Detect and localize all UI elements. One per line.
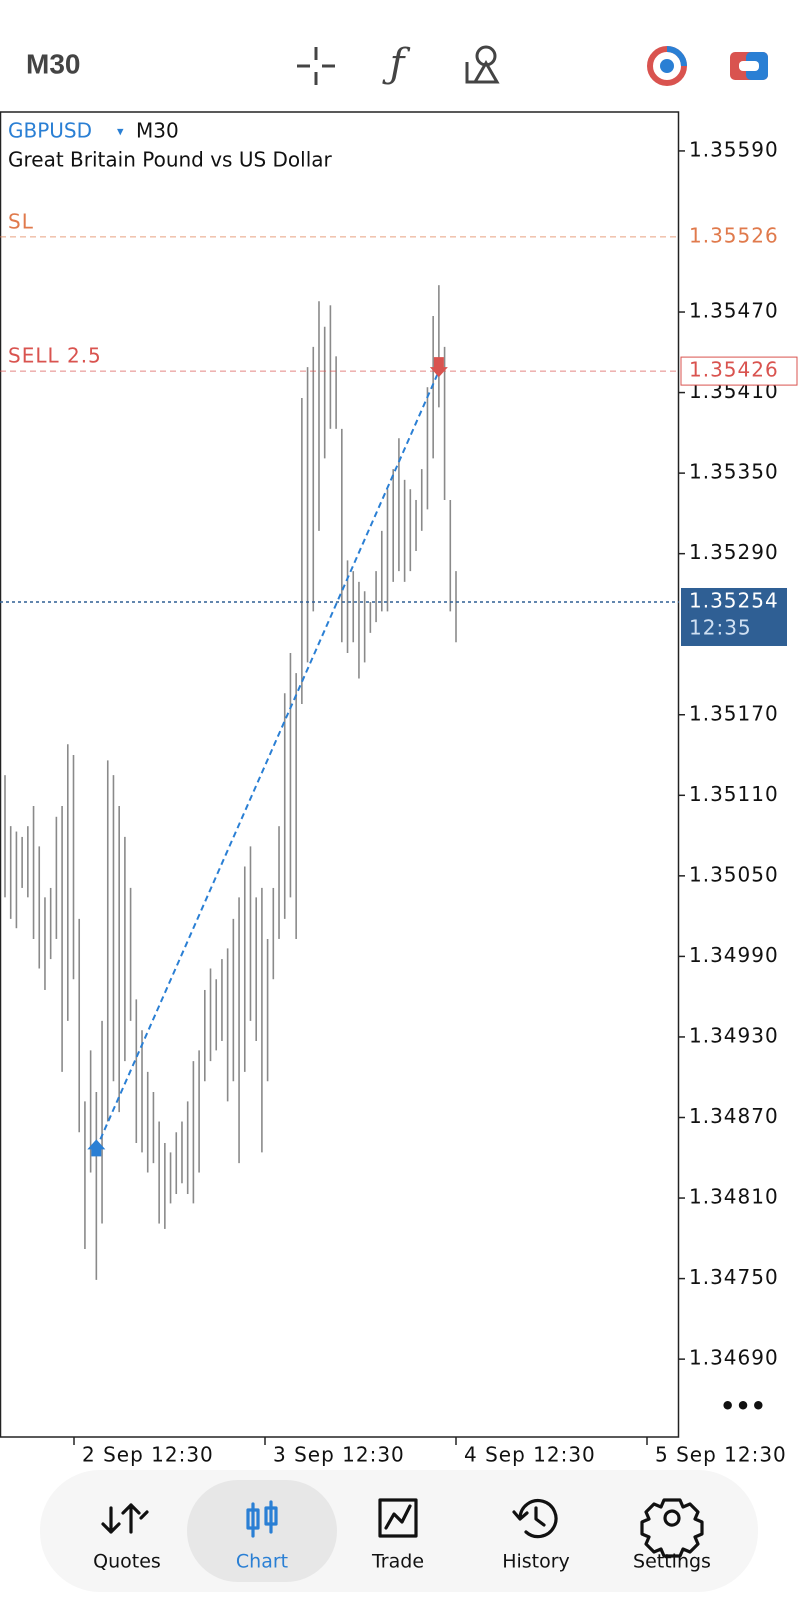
account-icon[interactable]	[730, 52, 768, 80]
bid-price: 1.35254	[689, 588, 779, 612]
y-tick-label: 1.35350	[689, 460, 779, 484]
nav-icon[interactable]	[378, 1498, 418, 1538]
indicators-icon[interactable]: ƒ	[382, 41, 411, 87]
bottom-nav	[40, 1470, 758, 1592]
trade-line	[95, 370, 440, 1149]
symbol-dropdown[interactable]: ▾	[117, 125, 124, 140]
bid-time: 12:35	[689, 615, 752, 639]
timeframe-button[interactable]: M30	[26, 48, 80, 79]
nav-label[interactable]: Quotes	[93, 1551, 161, 1573]
nav-label[interactable]: History	[502, 1551, 570, 1573]
x-tick-label: 3 Sep 12:30	[273, 1443, 405, 1467]
y-tick-label: 1.35290	[689, 540, 779, 564]
y-tick-label: 1.35050	[689, 862, 779, 886]
level-name: SELL 2.5	[8, 344, 102, 368]
more-menu[interactable]: •••	[720, 1392, 766, 1420]
y-tick-label: 1.34930	[689, 1023, 779, 1047]
trade-signal-icon[interactable]	[647, 46, 687, 86]
y-tick-label: 1.35590	[689, 137, 779, 161]
bid-tag	[681, 587, 787, 646]
y-tick-label: 1.34810	[689, 1185, 779, 1209]
x-tick-label: 2 Sep 12:30	[82, 1443, 214, 1467]
y-tick-label: 1.34750	[689, 1265, 779, 1289]
chart-frame	[0, 111, 680, 1438]
level-price: 1.35426	[689, 358, 779, 382]
nav-icon[interactable]	[101, 1503, 149, 1534]
nav-bar	[40, 1470, 758, 1592]
crosshair-icon[interactable]	[297, 47, 335, 85]
x-tick-label: 4 Sep 12:30	[464, 1443, 596, 1467]
chart-timeframe: M30	[136, 119, 179, 143]
y-tick-label: 1.35470	[689, 299, 779, 323]
level-tag	[680, 356, 798, 386]
y-tick-label: 1.35110	[689, 782, 779, 806]
x-tick-label: 5 Sep 12:30	[655, 1443, 787, 1467]
nav-icon[interactable]	[246, 1500, 278, 1538]
objects-icon[interactable]	[465, 45, 500, 84]
nav-active-pill	[187, 1480, 337, 1582]
nav-icon[interactable]	[512, 1498, 558, 1539]
nav-label[interactable]: Chart	[236, 1551, 288, 1573]
buy-arrow	[87, 1139, 106, 1157]
nav-label[interactable]: Trade	[371, 1551, 424, 1573]
sell-arrow	[429, 357, 448, 378]
y-tick-label: 1.35170	[689, 701, 779, 725]
y-tick-label: 1.34690	[689, 1346, 779, 1370]
symbol-description: Great Britain Pound vs US Dollar	[8, 148, 333, 172]
y-tick-label: 1.34990	[689, 943, 779, 967]
nav-icon[interactable]	[640, 1498, 704, 1558]
nav-label[interactable]: Settings	[633, 1551, 711, 1573]
y-tick-label: 1.34870	[689, 1104, 779, 1128]
symbol[interactable]: GBPUSD	[8, 119, 92, 143]
level-price: 1.35526	[689, 223, 779, 247]
level-name: SL	[8, 209, 34, 233]
